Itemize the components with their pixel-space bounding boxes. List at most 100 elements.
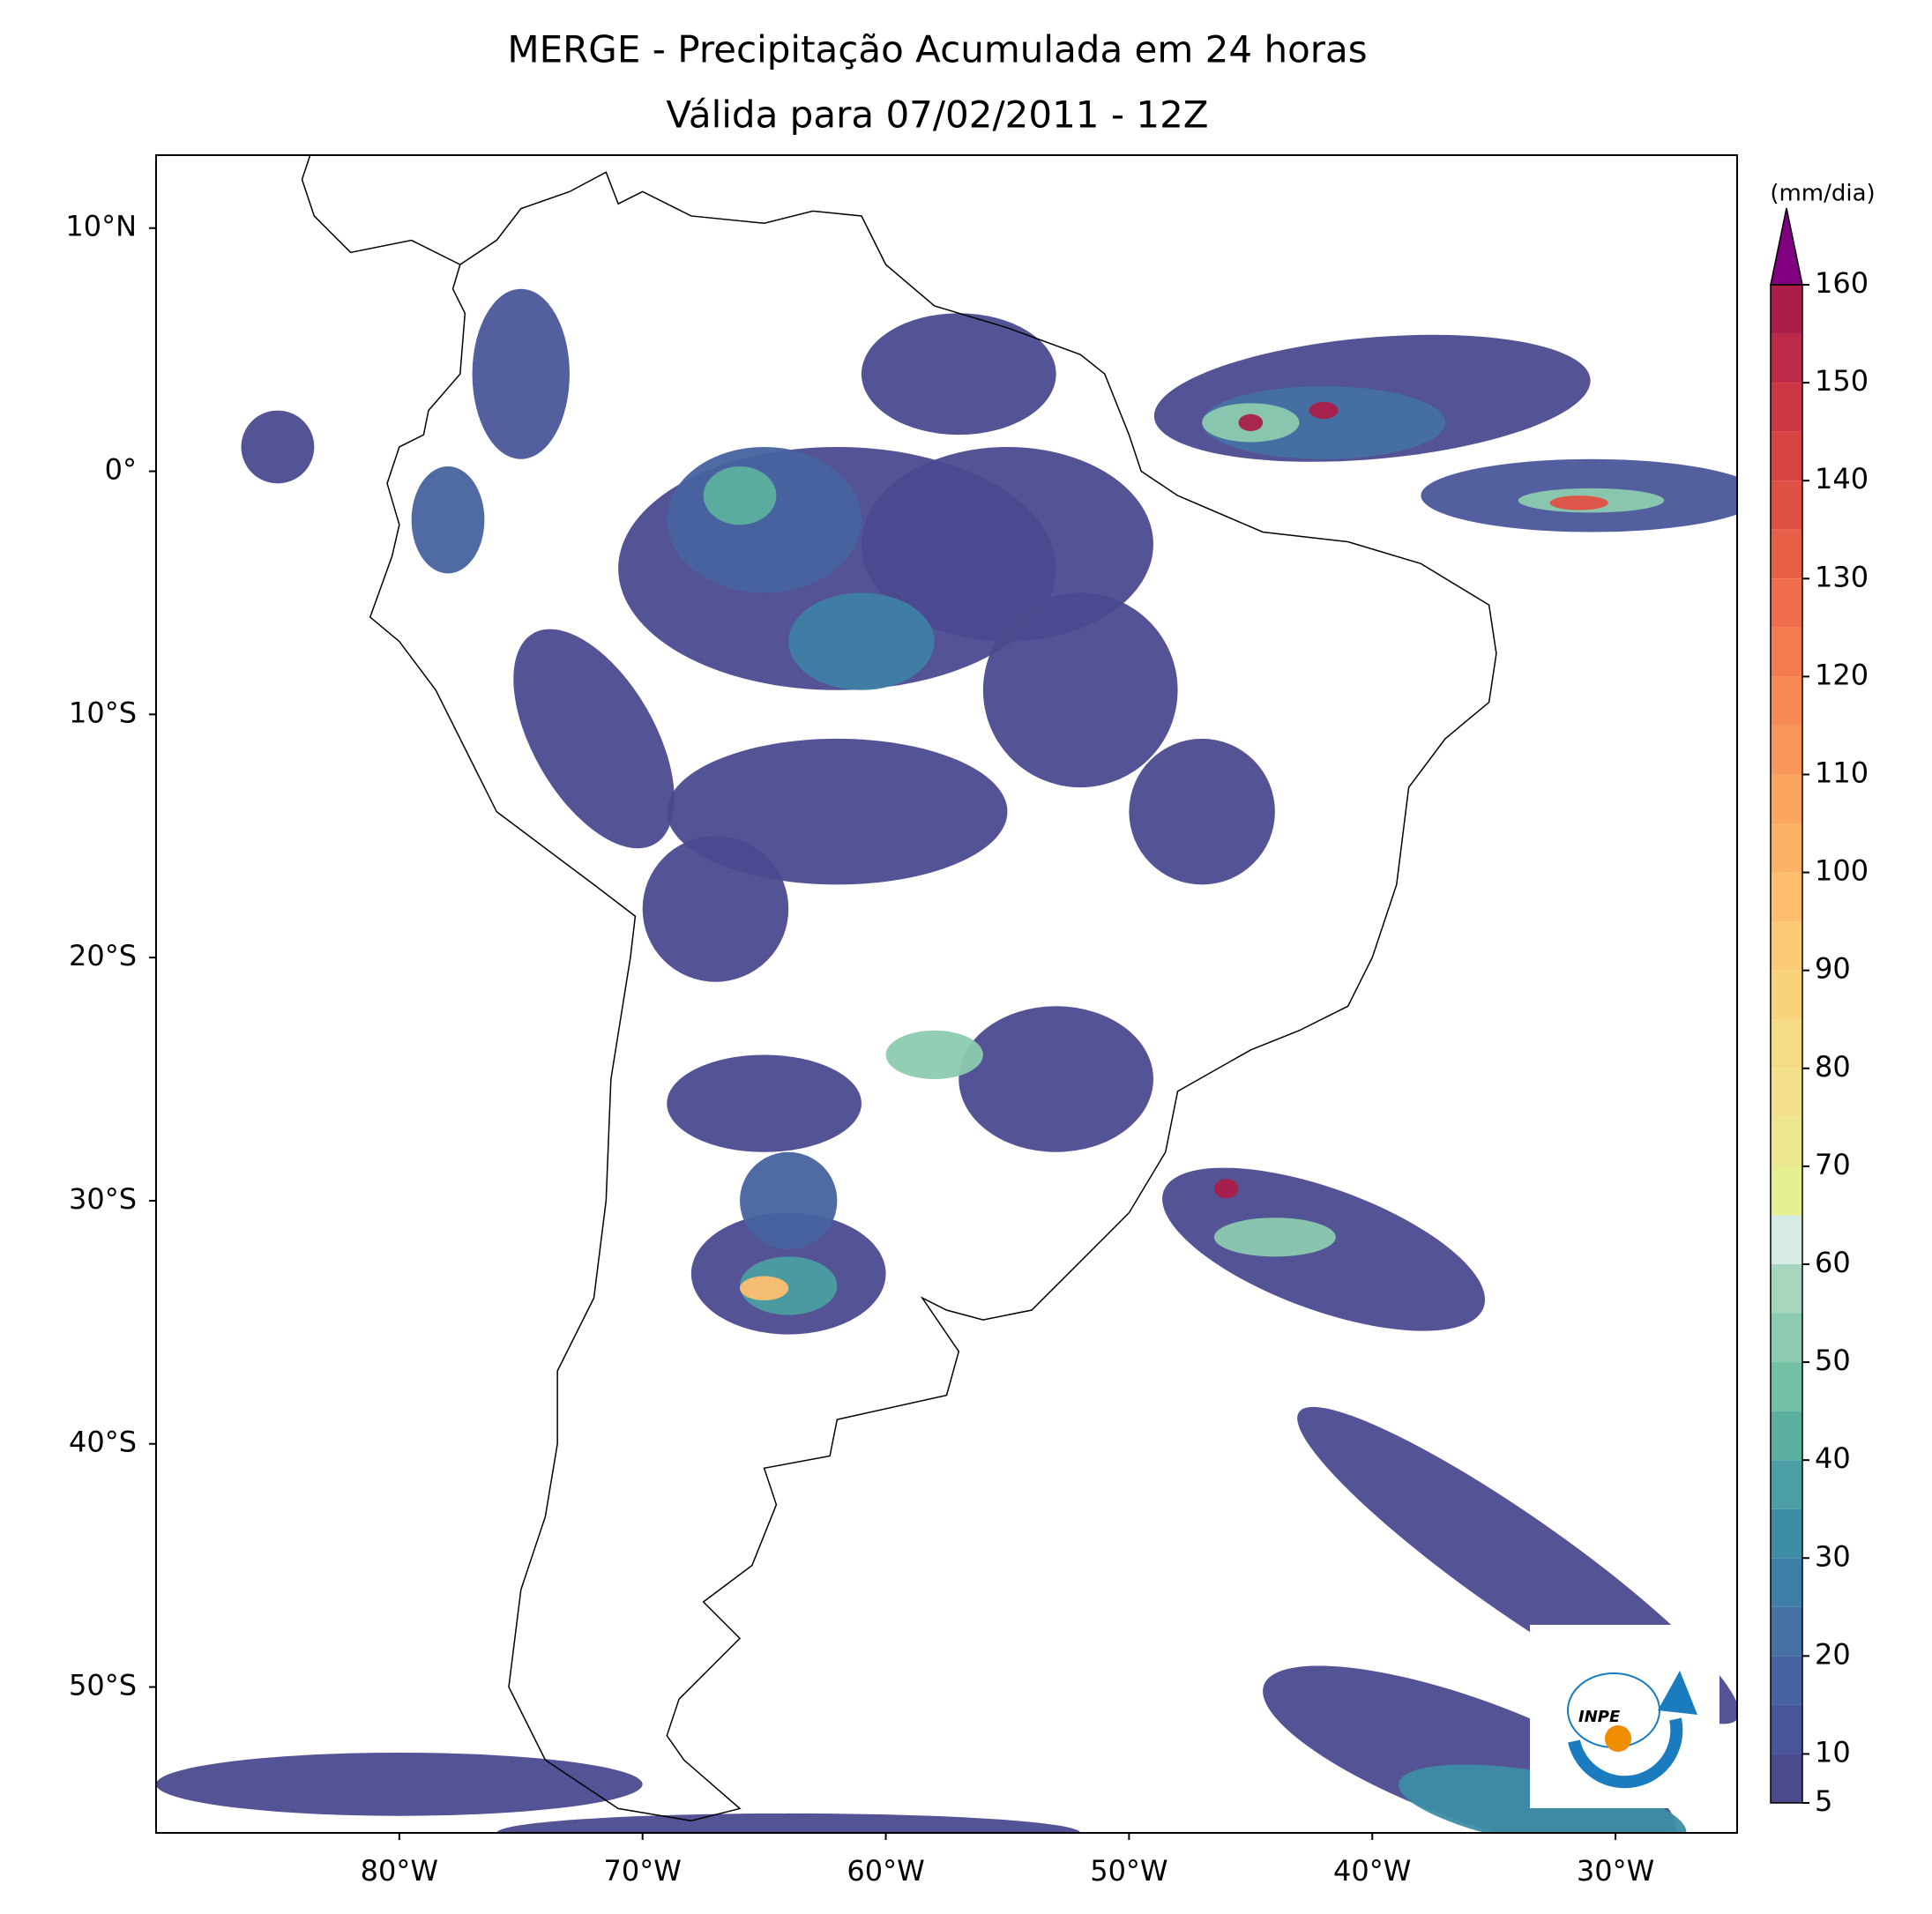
precip-area: [1213, 1218, 1336, 1257]
logo: INPE: [1530, 1625, 1719, 1808]
x-tick-label: 80°W: [361, 1854, 438, 1888]
map-area: [156, 155, 1737, 1833]
colorbar-band: [1771, 1754, 1802, 1803]
colorbar-tick-label: 50: [1815, 1344, 1851, 1377]
colorbar-band: [1771, 774, 1802, 824]
colorbar-band: [1771, 529, 1802, 579]
precip-area: [411, 466, 485, 574]
precip-area: [1129, 738, 1275, 885]
colorbar-tick-label: 70: [1815, 1148, 1851, 1181]
y-tick-label: 50°S: [69, 1669, 137, 1702]
precip-area: [703, 466, 777, 525]
colorbar-band: [1771, 578, 1802, 628]
colorbar-band: [1771, 1263, 1802, 1314]
colorbar-band: [1771, 1606, 1802, 1657]
x-tick-label: 50°W: [1090, 1854, 1167, 1888]
colorbar-extend: [1770, 207, 1803, 286]
colorbar-band: [1771, 872, 1802, 922]
colorbar-band: [1771, 725, 1802, 775]
colorbar-band: [1771, 431, 1802, 481]
colorbar-tick-label: 80: [1815, 1050, 1851, 1084]
coastline: [301, 155, 461, 265]
colorbar-label: (mm/dia): [1770, 181, 1875, 207]
colorbar-band: [1771, 627, 1802, 677]
colorbar-band: [1771, 383, 1802, 432]
colorbar-band: [1771, 480, 1802, 530]
precip-area: [472, 288, 570, 459]
colorbar-tick-label: 10: [1815, 1735, 1851, 1769]
colorbar-band: [1771, 1411, 1802, 1461]
colorbar-tick-label: 120: [1815, 658, 1869, 691]
precip-area: [1309, 401, 1339, 420]
colorbar-band: [1771, 1019, 1802, 1069]
precip-area: [740, 1276, 789, 1301]
precip-area: [982, 592, 1178, 788]
precip-area: [496, 1813, 1081, 1833]
precip-area: [1549, 495, 1608, 510]
colorbar-band: [1771, 285, 1802, 334]
colorbar-band: [1771, 1166, 1802, 1216]
y-tick-label: 10°N: [65, 210, 137, 243]
colorbar-tick-label: 100: [1815, 854, 1869, 888]
precip-area: [156, 1752, 643, 1816]
logo-arrow: [1658, 1671, 1697, 1715]
colorbar-tick-label: 40: [1815, 1441, 1851, 1475]
precip-area: [642, 836, 789, 982]
precip-area: [667, 446, 862, 593]
colorbar-band: [1771, 676, 1802, 726]
x-tick-label: 30°W: [1577, 1854, 1654, 1888]
colorbar-tick-label: 5: [1815, 1784, 1832, 1818]
colorbar-band: [1771, 1117, 1802, 1166]
logo-sun: [1605, 1725, 1631, 1752]
precip-area: [667, 1054, 862, 1152]
colorbar-band: [1771, 823, 1802, 873]
colorbar-band: [1771, 970, 1802, 1020]
colorbar-band: [1771, 1704, 1802, 1754]
colorbar-frame: [1770, 284, 1803, 1804]
precip-area: [740, 1151, 838, 1250]
y-tick-label: 40°S: [69, 1426, 137, 1459]
colorbar-band: [1771, 333, 1802, 384]
coastline: [369, 171, 1497, 1821]
precip-area: [959, 1006, 1153, 1152]
colorbar-band: [1771, 1068, 1802, 1118]
x-tick-label: 70°W: [604, 1854, 682, 1888]
x-tick-label: 40°W: [1333, 1854, 1411, 1888]
colorbar-tick-label: 130: [1815, 560, 1869, 593]
precip-area: [861, 313, 1056, 436]
precip-area: [1238, 413, 1264, 432]
colorbar-band: [1771, 1362, 1802, 1411]
colorbar-band: [1771, 921, 1802, 971]
precip-area: [885, 1030, 983, 1080]
colorbar-tick-label: 150: [1815, 364, 1869, 398]
colorbar-tick-label: 20: [1815, 1637, 1851, 1671]
precip-area: [1213, 1179, 1239, 1199]
colorbar-tick-label: 160: [1815, 266, 1869, 300]
colorbar-band: [1771, 1656, 1802, 1705]
colorbar-tick-label: 30: [1815, 1539, 1851, 1573]
colorbar-tick-label: 90: [1815, 952, 1851, 986]
colorbar-tick-label: 110: [1815, 756, 1869, 789]
precip-area: [241, 410, 315, 484]
logo-text: INPE: [1578, 1708, 1621, 1726]
title: MERGE - Precipitação Acumulada em 24 hor…: [507, 28, 1367, 71]
precip-area: [788, 592, 935, 690]
subtitle: Válida para 07/02/2011 - 12Z: [666, 93, 1208, 137]
precip-area: [513, 629, 675, 849]
y-tick-label: 20°S: [69, 939, 137, 972]
y-tick-label: 30°S: [69, 1182, 137, 1216]
precip-area: [1162, 1167, 1486, 1331]
y-tick-label: 0°: [105, 453, 137, 487]
logo-arc: [1568, 1717, 1683, 1789]
precip-area: [1399, 1764, 1687, 1833]
colorbar-band: [1771, 1215, 1802, 1264]
colorbar-band: [1771, 1558, 1802, 1607]
colorbar-band: [1771, 1313, 1802, 1363]
colorbar-band: [1771, 1460, 1802, 1509]
map-frame: [155, 154, 1738, 1834]
y-tick-label: 10°S: [69, 696, 137, 729]
colorbar-tick-label: 60: [1815, 1246, 1851, 1279]
colorbar-band: [1771, 1508, 1802, 1559]
